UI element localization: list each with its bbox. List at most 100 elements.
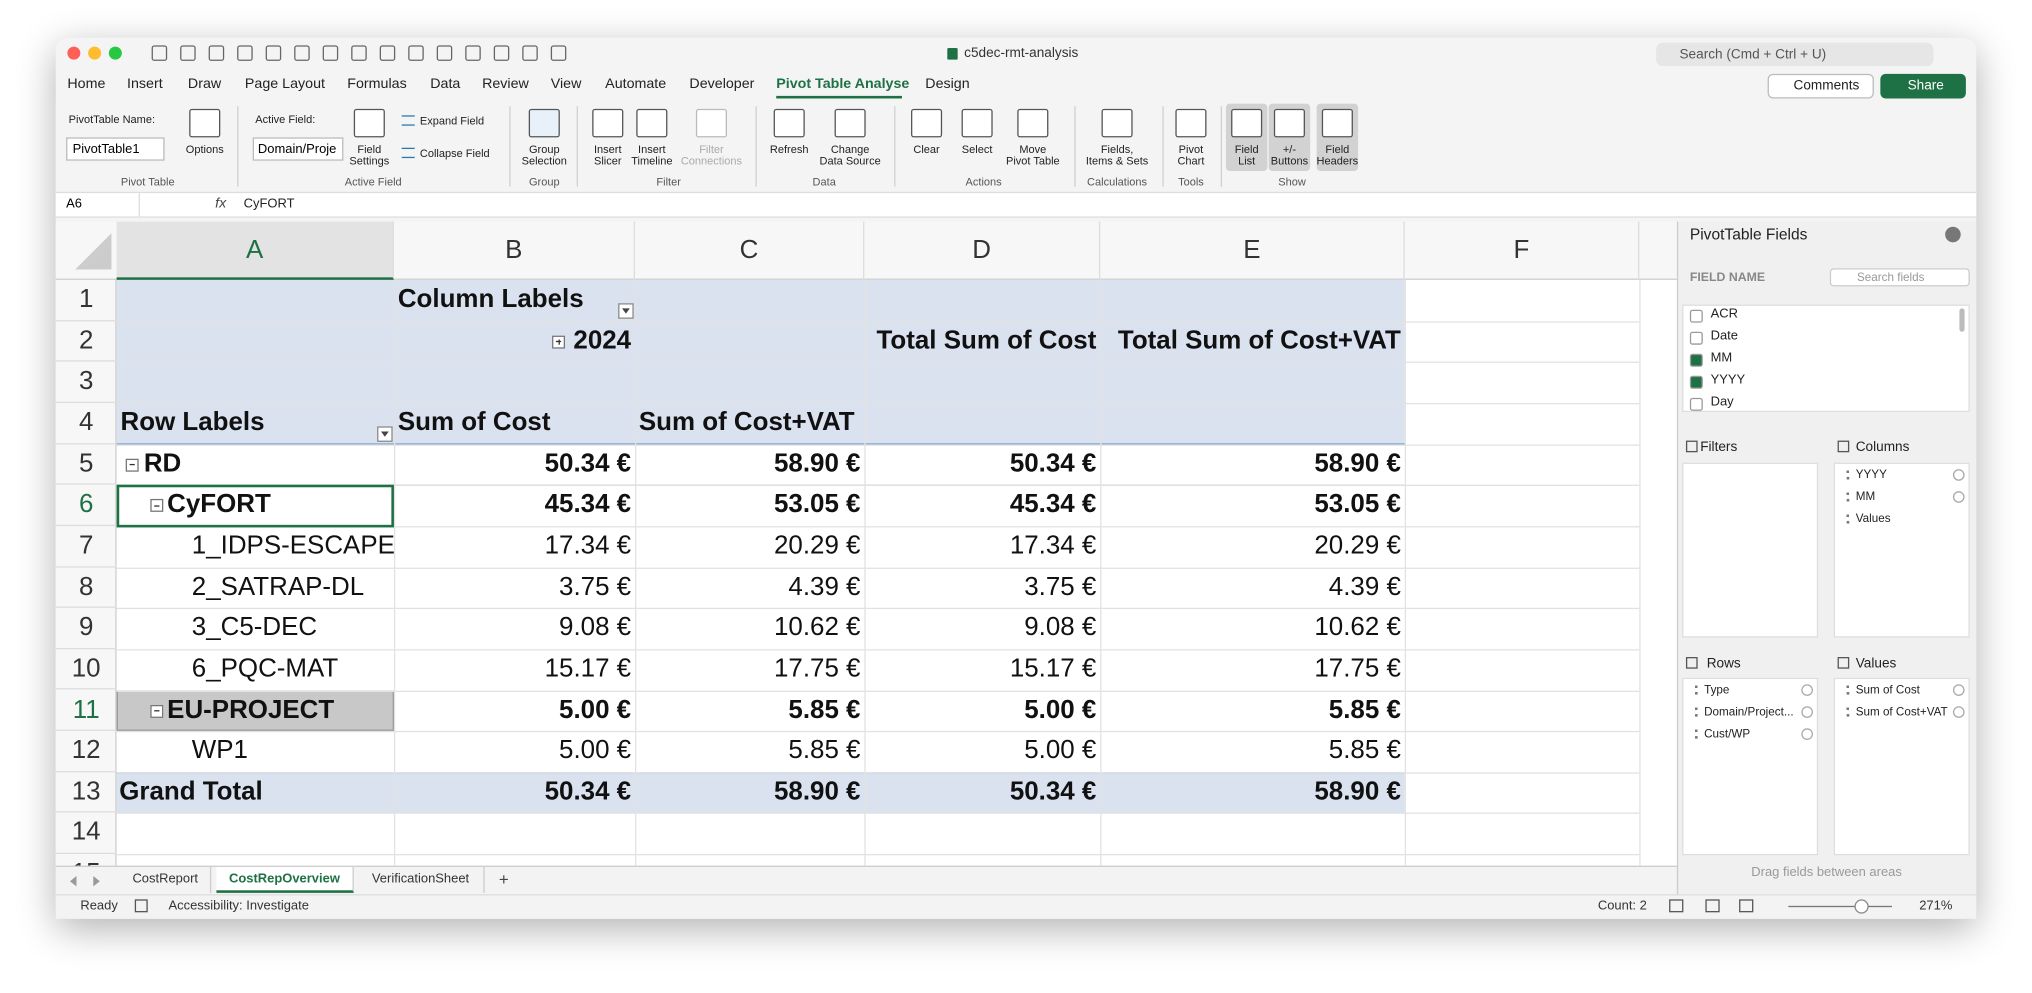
menu-tab[interactable]: Formulas bbox=[347, 76, 407, 93]
ribbon-button-label[interactable]: Select bbox=[961, 142, 993, 156]
menu-tab[interactable]: Automate bbox=[605, 76, 667, 93]
ribbon-button-label[interactable]: Settings bbox=[349, 154, 390, 168]
cell[interactable]: 3.75 € bbox=[559, 572, 632, 601]
toolbar-icon[interactable] bbox=[408, 45, 424, 61]
ribbon-icon[interactable] bbox=[773, 108, 805, 138]
area-item[interactable]: Sum of Cost+VAT bbox=[1855, 704, 1948, 718]
name-box[interactable]: A6 bbox=[57, 193, 140, 217]
field-name[interactable]: Day bbox=[1710, 395, 1734, 410]
area-item[interactable]: YYYY bbox=[1855, 467, 1887, 481]
cell[interactable]: 5.85 € bbox=[788, 695, 861, 724]
row-header[interactable]: 1 bbox=[55, 280, 117, 321]
area-item[interactable]: Type bbox=[1704, 682, 1730, 696]
ribbon-button-label[interactable]: Options bbox=[185, 142, 224, 156]
column-header[interactable]: D bbox=[864, 221, 1101, 280]
menu-tab[interactable]: Review bbox=[482, 76, 529, 93]
menu-tab[interactable]: Design bbox=[925, 76, 970, 93]
ribbon-button-label[interactable]: Insert bbox=[593, 142, 622, 156]
row-header[interactable]: 3 bbox=[55, 362, 117, 403]
collapse-field[interactable]: Collapse Field bbox=[419, 146, 490, 160]
column-header[interactable]: C bbox=[635, 221, 865, 280]
ribbon-icon[interactable] bbox=[1175, 108, 1207, 138]
cell[interactable]: WP1 bbox=[191, 736, 248, 765]
ribbon-button-label[interactable]: Field bbox=[357, 142, 382, 156]
cell[interactable]: 4.39 € bbox=[1328, 572, 1401, 601]
cell[interactable]: EU-PROJECT bbox=[167, 695, 335, 724]
tab-nav[interactable] bbox=[69, 876, 77, 887]
toolbar-icon[interactable] bbox=[550, 45, 567, 61]
cell[interactable]: 15.17 € bbox=[544, 654, 632, 683]
ribbon-button-label[interactable]: Refresh bbox=[769, 142, 809, 156]
column-header[interactable]: E bbox=[1100, 221, 1405, 280]
menu-tab[interactable]: Insert bbox=[126, 76, 163, 93]
row-header[interactable]: 5 bbox=[55, 444, 117, 485]
cell[interactable]: 50.34 € bbox=[1009, 449, 1097, 478]
sheet-tab[interactable]: VerificationSheet bbox=[358, 866, 485, 893]
view-button[interactable] bbox=[1705, 899, 1720, 913]
view-button[interactable] bbox=[1669, 899, 1684, 913]
toolbar-icon[interactable] bbox=[522, 45, 538, 61]
toolbar-icon[interactable] bbox=[208, 45, 225, 61]
area-item[interactable]: Domain/Project... bbox=[1704, 704, 1794, 718]
menu-tab[interactable]: Pivot Table Analyse bbox=[776, 76, 910, 93]
row-header[interactable]: 10 bbox=[55, 649, 117, 691]
ribbon-icon[interactable] bbox=[1273, 108, 1305, 138]
cell[interactable]: 17.34 € bbox=[544, 531, 632, 560]
ribbon-button-label[interactable]: List bbox=[1238, 154, 1256, 168]
column-header[interactable]: B bbox=[394, 221, 635, 280]
toolbar-icon[interactable] bbox=[465, 45, 481, 61]
field-checkbox[interactable] bbox=[1689, 375, 1703, 389]
ribbon-icon[interactable] bbox=[592, 108, 624, 138]
field-name[interactable]: YYYY bbox=[1710, 373, 1746, 388]
add-sheet[interactable]: + bbox=[498, 869, 509, 889]
cell[interactable]: 10.62 € bbox=[773, 613, 861, 642]
accessibility[interactable]: Accessibility: Investigate bbox=[168, 899, 309, 914]
cell[interactable]: 50.34 € bbox=[544, 777, 632, 806]
comments-button[interactable] bbox=[1767, 73, 1874, 99]
pivot-name-input[interactable]: PivotTable1 bbox=[66, 137, 165, 161]
filter-dropdown[interactable] bbox=[377, 426, 393, 442]
ribbon-button-label[interactable]: Timeline bbox=[631, 154, 673, 168]
cell[interactable]: Row Labels bbox=[120, 408, 265, 437]
cell[interactable]: 50.34 € bbox=[1009, 777, 1097, 806]
sheet-tab[interactable]: CostRepOverview bbox=[216, 866, 354, 893]
ribbon-icon[interactable] bbox=[911, 108, 943, 138]
cell[interactable]: 5.00 € bbox=[559, 695, 632, 724]
row-header[interactable]: 11 bbox=[55, 690, 117, 732]
ribbon-button-label[interactable]: Insert bbox=[638, 142, 666, 156]
cell[interactable]: 53.05 € bbox=[1314, 490, 1401, 519]
toolbar-icon[interactable] bbox=[294, 45, 310, 61]
toolbar-icon[interactable] bbox=[493, 45, 510, 61]
cell[interactable]: 20.29 € bbox=[773, 531, 861, 560]
field-search[interactable]: Search fields bbox=[1829, 268, 1970, 287]
cell[interactable]: 5.00 € bbox=[1024, 695, 1097, 724]
toolbar-icon[interactable] bbox=[265, 45, 282, 61]
ribbon-button-label[interactable]: Slicer bbox=[593, 154, 622, 168]
cell[interactable]: 17.75 € bbox=[773, 654, 861, 683]
area-item[interactable]: MM bbox=[1855, 489, 1876, 503]
cell[interactable]: 3_C5-DEC bbox=[191, 613, 318, 642]
row-header[interactable]: 12 bbox=[55, 731, 117, 773]
row-header[interactable]: 13 bbox=[55, 772, 117, 814]
field-checkbox[interactable] bbox=[1689, 397, 1703, 411]
ribbon-button-label[interactable]: Chart bbox=[1177, 154, 1205, 168]
zoom-thumb[interactable] bbox=[1854, 899, 1869, 914]
panel-close[interactable] bbox=[1945, 226, 1961, 243]
cell[interactable]: 20.29 € bbox=[1314, 531, 1401, 560]
window-control[interactable] bbox=[108, 46, 122, 60]
field-checkbox[interactable] bbox=[1689, 331, 1703, 345]
search-box[interactable] bbox=[1656, 42, 1934, 67]
toolbar-icon[interactable] bbox=[180, 45, 196, 61]
window-control[interactable] bbox=[67, 46, 81, 60]
menu-tab[interactable]: Data bbox=[430, 76, 461, 93]
ribbon-button-label[interactable]: Pivot bbox=[1178, 142, 1204, 156]
area-item[interactable]: Values bbox=[1855, 511, 1891, 525]
ribbon-button-label[interactable]: Fields, bbox=[1100, 142, 1134, 156]
ribbon-button-label[interactable]: Field bbox=[1325, 142, 1350, 156]
cell[interactable]: Sum of Cost+VAT bbox=[638, 408, 855, 437]
select-all[interactable] bbox=[75, 233, 112, 270]
tab-nav[interactable] bbox=[93, 876, 100, 887]
ribbon-button-label[interactable]: Field bbox=[1234, 142, 1259, 156]
collapse-button[interactable] bbox=[150, 499, 164, 513]
ribbon-button-label[interactable]: Selection bbox=[521, 154, 567, 168]
